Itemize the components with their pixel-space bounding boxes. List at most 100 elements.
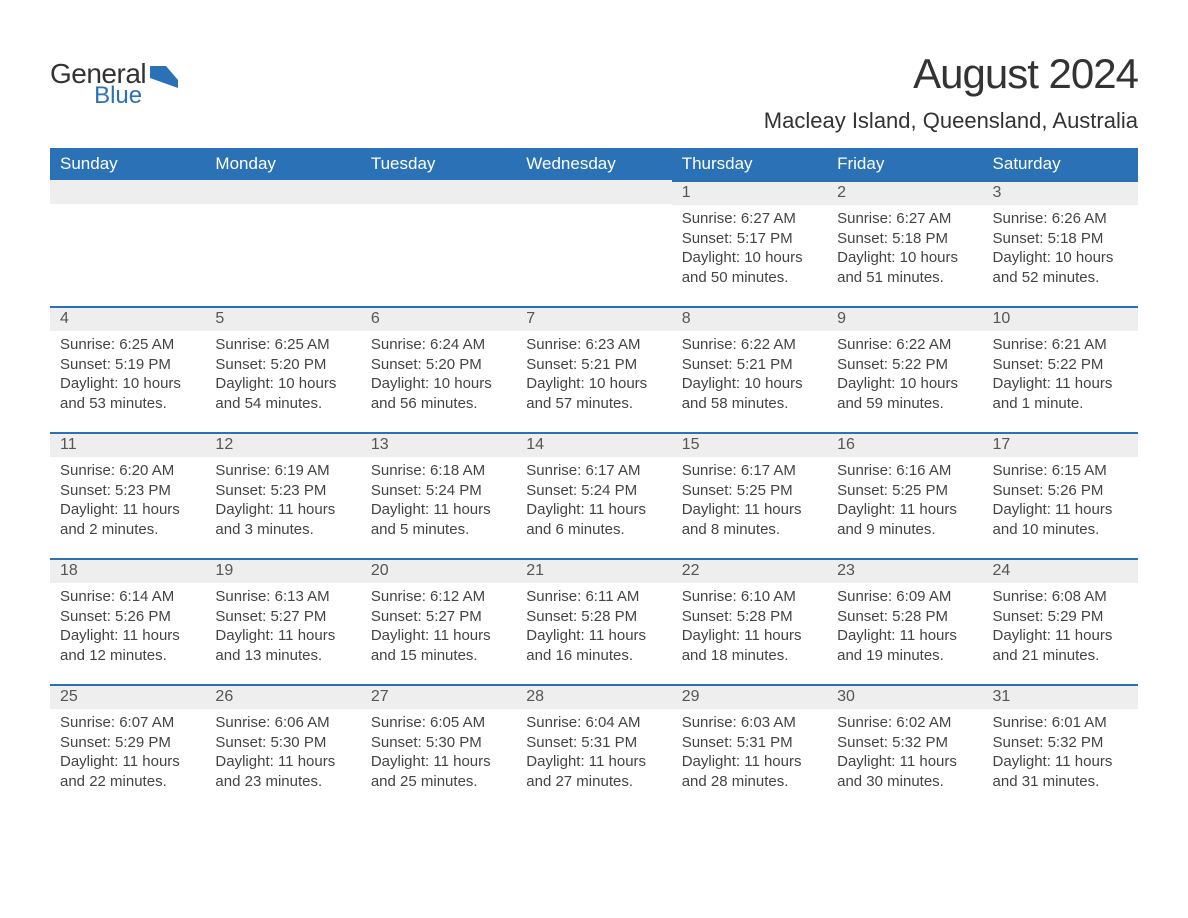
day-cell: 10Sunrise: 6:21 AMSunset: 5:22 PMDayligh… bbox=[983, 306, 1138, 432]
daylight-line: Daylight: 10 hours and 52 minutes. bbox=[993, 248, 1128, 287]
day-number-bar: 12 bbox=[205, 432, 360, 457]
day-cell bbox=[361, 180, 516, 306]
day-body: Sunrise: 6:10 AMSunset: 5:28 PMDaylight:… bbox=[672, 587, 827, 665]
sunset-line: Sunset: 5:19 PM bbox=[60, 355, 195, 375]
sunset-line: Sunset: 5:23 PM bbox=[60, 481, 195, 501]
sunrise-line: Sunrise: 6:03 AM bbox=[682, 713, 817, 733]
logo-flag-icon bbox=[150, 66, 180, 93]
dow-cell: Monday bbox=[205, 148, 360, 180]
day-cell: 30Sunrise: 6:02 AMSunset: 5:32 PMDayligh… bbox=[827, 684, 982, 810]
day-body: Sunrise: 6:02 AMSunset: 5:32 PMDaylight:… bbox=[827, 713, 982, 791]
day-body: Sunrise: 6:20 AMSunset: 5:23 PMDaylight:… bbox=[50, 461, 205, 539]
sunrise-line: Sunrise: 6:14 AM bbox=[60, 587, 195, 607]
sunrise-line: Sunrise: 6:21 AM bbox=[993, 335, 1128, 355]
day-cell: 6Sunrise: 6:24 AMSunset: 5:20 PMDaylight… bbox=[361, 306, 516, 432]
day-cell: 21Sunrise: 6:11 AMSunset: 5:28 PMDayligh… bbox=[516, 558, 671, 684]
day-number-bar: 29 bbox=[672, 684, 827, 709]
day-of-week-header: SundayMondayTuesdayWednesdayThursdayFrid… bbox=[50, 148, 1138, 180]
sunset-line: Sunset: 5:26 PM bbox=[60, 607, 195, 627]
sunset-line: Sunset: 5:30 PM bbox=[371, 733, 506, 753]
day-body: Sunrise: 6:04 AMSunset: 5:31 PMDaylight:… bbox=[516, 713, 671, 791]
day-number-bar: 11 bbox=[50, 432, 205, 457]
day-body: Sunrise: 6:05 AMSunset: 5:30 PMDaylight:… bbox=[361, 713, 516, 791]
day-body: Sunrise: 6:13 AMSunset: 5:27 PMDaylight:… bbox=[205, 587, 360, 665]
day-body: Sunrise: 6:17 AMSunset: 5:24 PMDaylight:… bbox=[516, 461, 671, 539]
sunset-line: Sunset: 5:20 PM bbox=[215, 355, 350, 375]
day-cell: 22 Sunrise: 6:10 AMSunset: 5:28 PMDayligh… bbox=[672, 558, 827, 684]
day-number-bar: 27 bbox=[361, 684, 516, 709]
day-number-bar: 28 bbox=[516, 684, 671, 709]
day-number-bar-empty bbox=[361, 180, 516, 204]
day-body: Sunrise: 6:22 AMSunset: 5:21 PMDaylight:… bbox=[672, 335, 827, 413]
sunset-line: Sunset: 5:31 PM bbox=[526, 733, 661, 753]
sunset-line: Sunset: 5:29 PM bbox=[993, 607, 1128, 627]
day-number-bar: 24 bbox=[983, 558, 1138, 583]
daylight-line: Daylight: 11 hours and 31 minutes. bbox=[993, 752, 1128, 791]
day-number-bar: 19 bbox=[205, 558, 360, 583]
sunrise-line: Sunrise: 6:27 AM bbox=[682, 209, 817, 229]
daylight-line: Daylight: 11 hours and 22 minutes. bbox=[60, 752, 195, 791]
sunset-line: Sunset: 5:30 PM bbox=[215, 733, 350, 753]
location-subtitle: Macleay Island, Queensland, Australia bbox=[764, 108, 1138, 134]
day-cell: 7Sunrise: 6:23 AMSunset: 5:21 PMDaylight… bbox=[516, 306, 671, 432]
daylight-line: Daylight: 11 hours and 16 minutes. bbox=[526, 626, 661, 665]
daylight-line: Daylight: 11 hours and 5 minutes. bbox=[371, 500, 506, 539]
daylight-line: Daylight: 11 hours and 25 minutes. bbox=[371, 752, 506, 791]
title-block: August 2024 Macleay Island, Queensland, … bbox=[764, 50, 1138, 134]
day-number-bar: 21 bbox=[516, 558, 671, 583]
daylight-line: Daylight: 11 hours and 8 minutes. bbox=[682, 500, 817, 539]
sunrise-line: Sunrise: 6:07 AM bbox=[60, 713, 195, 733]
day-body: Sunrise: 6:21 AMSunset: 5:22 PMDaylight:… bbox=[983, 335, 1138, 413]
day-body: Sunrise: 6:07 AMSunset: 5:29 PMDaylight:… bbox=[50, 713, 205, 791]
day-body: Sunrise: 6:23 AMSunset: 5:21 PMDaylight:… bbox=[516, 335, 671, 413]
day-body: Sunrise: 6:25 AMSunset: 5:19 PMDaylight:… bbox=[50, 335, 205, 413]
sunset-line: Sunset: 5:18 PM bbox=[993, 229, 1128, 249]
day-number-bar: 6 bbox=[361, 306, 516, 331]
day-cell: 15Sunrise: 6:17 AMSunset: 5:25 PMDayligh… bbox=[672, 432, 827, 558]
sunset-line: Sunset: 5:32 PM bbox=[837, 733, 972, 753]
week-row: 1 Sunrise: 6:27 AMSunset: 5:17 PMDaylight… bbox=[50, 180, 1138, 306]
day-cell: 2 Sunrise: 6:27 AMSunset: 5:18 PMDaylight… bbox=[827, 180, 982, 306]
week-row: 4 Sunrise: 6:25 AMSunset: 5:19 PMDaylight… bbox=[50, 306, 1138, 432]
day-body: Sunrise: 6:27 AMSunset: 5:18 PMDaylight:… bbox=[827, 209, 982, 287]
sunrise-line: Sunrise: 6:01 AM bbox=[993, 713, 1128, 733]
day-body: Sunrise: 6:06 AMSunset: 5:30 PMDaylight:… bbox=[205, 713, 360, 791]
day-number-bar-empty bbox=[516, 180, 671, 204]
sunset-line: Sunset: 5:23 PM bbox=[215, 481, 350, 501]
day-body: Sunrise: 6:18 AMSunset: 5:24 PMDaylight:… bbox=[361, 461, 516, 539]
day-body: Sunrise: 6:12 AMSunset: 5:27 PMDaylight:… bbox=[361, 587, 516, 665]
sunrise-line: Sunrise: 6:15 AM bbox=[993, 461, 1128, 481]
day-cell: 23Sunrise: 6:09 AMSunset: 5:28 PMDayligh… bbox=[827, 558, 982, 684]
day-number-bar: 22 bbox=[672, 558, 827, 583]
sunset-line: Sunset: 5:32 PM bbox=[993, 733, 1128, 753]
week-row: 25 Sunrise: 6:07 AMSunset: 5:29 PMDayligh… bbox=[50, 684, 1138, 810]
sunrise-line: Sunrise: 6:27 AM bbox=[837, 209, 972, 229]
sunrise-line: Sunrise: 6:24 AM bbox=[371, 335, 506, 355]
sunset-line: Sunset: 5:24 PM bbox=[526, 481, 661, 501]
month-title: August 2024 bbox=[764, 50, 1138, 98]
daylight-line: Daylight: 11 hours and 10 minutes. bbox=[993, 500, 1128, 539]
day-number-bar: 1 bbox=[672, 180, 827, 205]
sunset-line: Sunset: 5:25 PM bbox=[682, 481, 817, 501]
day-number-bar-empty bbox=[205, 180, 360, 204]
day-number-bar: 2 bbox=[827, 180, 982, 205]
sunset-line: Sunset: 5:27 PM bbox=[215, 607, 350, 627]
day-number-bar: 9 bbox=[827, 306, 982, 331]
day-body: Sunrise: 6:27 AMSunset: 5:17 PMDaylight:… bbox=[672, 209, 827, 287]
day-cell: 8Sunrise: 6:22 AMSunset: 5:21 PMDaylight… bbox=[672, 306, 827, 432]
daylight-line: Daylight: 11 hours and 9 minutes. bbox=[837, 500, 972, 539]
day-number-bar: 4 bbox=[50, 306, 205, 331]
day-cell: 9Sunrise: 6:22 AMSunset: 5:22 PMDaylight… bbox=[827, 306, 982, 432]
day-cell: 17Sunrise: 6:15 AMSunset: 5:26 PMDayligh… bbox=[983, 432, 1138, 558]
daylight-line: Daylight: 11 hours and 18 minutes. bbox=[682, 626, 817, 665]
sunrise-line: Sunrise: 6:17 AM bbox=[526, 461, 661, 481]
sunrise-line: Sunrise: 6:11 AM bbox=[526, 587, 661, 607]
day-number-bar: 25 bbox=[50, 684, 205, 709]
day-number-bar: 26 bbox=[205, 684, 360, 709]
day-cell: 1 Sunrise: 6:27 AMSunset: 5:17 PMDaylight… bbox=[672, 180, 827, 306]
day-cell bbox=[50, 180, 205, 306]
sunrise-line: Sunrise: 6:25 AM bbox=[60, 335, 195, 355]
day-cell: 3Sunrise: 6:26 AMSunset: 5:18 PMDaylight… bbox=[983, 180, 1138, 306]
daylight-line: Daylight: 11 hours and 21 minutes. bbox=[993, 626, 1128, 665]
sunset-line: Sunset: 5:28 PM bbox=[682, 607, 817, 627]
